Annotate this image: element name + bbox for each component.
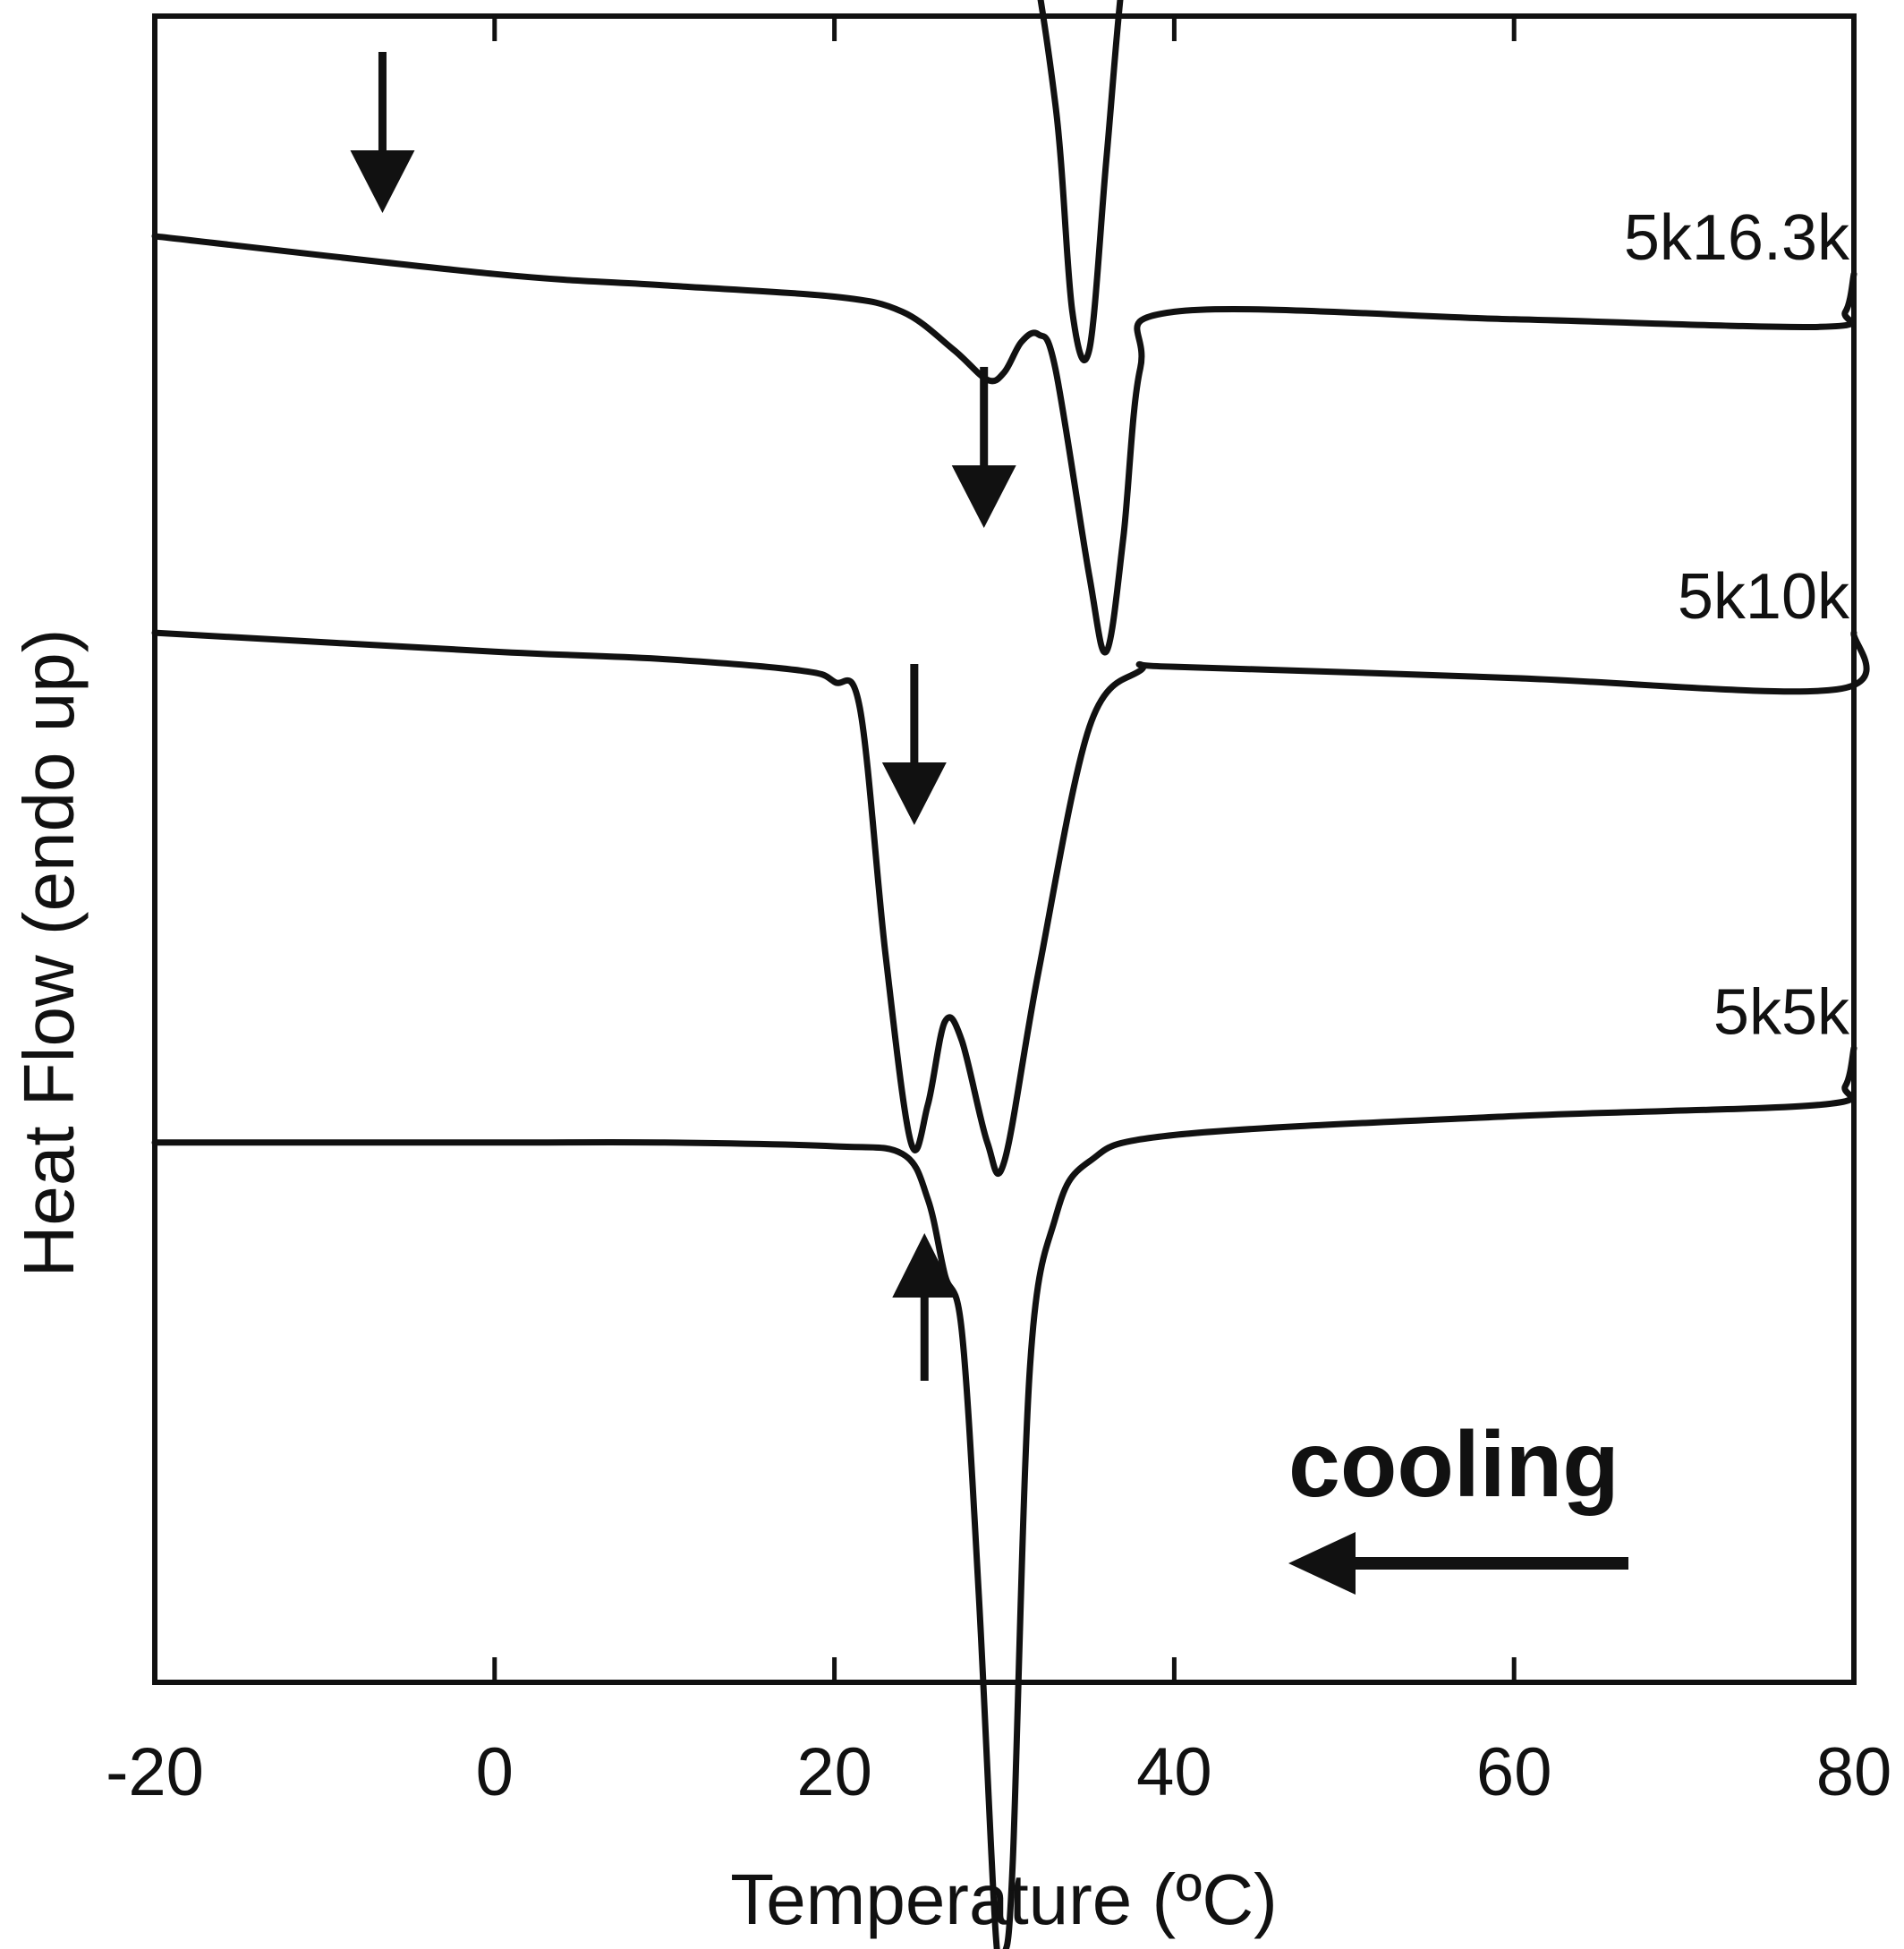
x-tick-label: 60 xyxy=(1476,1734,1552,1810)
arrow-markers xyxy=(350,52,1016,1381)
series-label-5k5k: 5k5k xyxy=(1713,976,1850,1048)
x-axis-title: Temperature (ºC) xyxy=(730,1860,1278,1939)
arrow-down-marker xyxy=(350,52,415,213)
x-tick-label: 40 xyxy=(1136,1734,1212,1810)
arrow-up-marker xyxy=(892,1233,957,1381)
series-line-5k16.3k xyxy=(151,233,1857,656)
x-tick-label: 80 xyxy=(1816,1734,1892,1810)
series-label-5k16.3k: 5k16.3k xyxy=(1624,202,1850,274)
arrow-down-marker xyxy=(881,664,947,825)
y-axis-title: Heat Flow (endo up) xyxy=(9,629,89,1278)
x-tick-label: -20 xyxy=(106,1734,204,1810)
series-label-5k10k: 5k10k xyxy=(1678,561,1850,633)
series-curves xyxy=(151,0,1870,1949)
x-tick-label: 20 xyxy=(796,1734,872,1810)
series-line-5k10k xyxy=(151,629,1870,1178)
series-line-5k24.5k xyxy=(1037,0,1124,363)
series-line-5k5k xyxy=(151,1044,1857,1949)
plot-frame xyxy=(152,13,1857,1685)
cooling-label: cooling xyxy=(1288,1413,1619,1517)
x-tick-labels: -20 0 20 40 60 80 xyxy=(106,1734,1891,1810)
tick-marks xyxy=(492,16,1517,1682)
arrow-down-marker xyxy=(951,367,1016,528)
x-tick-label: 0 xyxy=(476,1734,514,1810)
cooling-arrow xyxy=(1288,1532,1628,1595)
